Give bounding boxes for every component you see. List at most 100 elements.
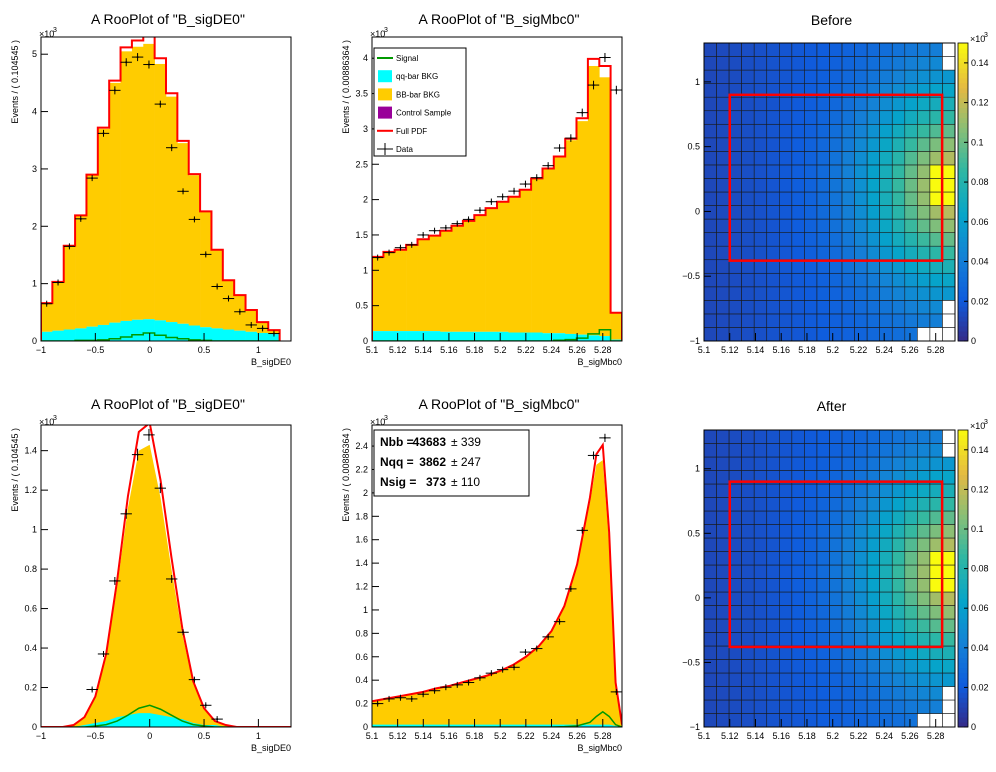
bb-bkg-bar xyxy=(451,225,464,332)
fit-stat-error: ± 110 xyxy=(451,475,480,489)
heatmap-cell xyxy=(891,632,906,647)
heatmap-cell xyxy=(766,686,780,701)
heatmap-cell xyxy=(753,191,768,206)
heatmap-cell xyxy=(891,618,906,633)
heatmap-cell xyxy=(942,470,956,485)
colorbar-band xyxy=(958,43,968,49)
heatmap-cell xyxy=(716,205,730,220)
heatmap-cell xyxy=(753,123,768,139)
heatmap-cell xyxy=(866,205,881,220)
data-point xyxy=(159,487,162,490)
heatmap-cell xyxy=(741,96,755,112)
heatmap-cell xyxy=(904,56,918,71)
heatmap-cell xyxy=(703,470,717,485)
heatmap-cell xyxy=(841,564,855,579)
heatmap-cell xyxy=(879,110,893,125)
heatmap-cell xyxy=(728,42,742,57)
heatmap-cell xyxy=(816,69,830,84)
x-tick-label: 5.24 xyxy=(875,731,893,741)
heatmap-cell xyxy=(942,191,956,206)
heatmap-cell xyxy=(703,429,717,444)
data-point xyxy=(422,693,425,696)
heatmap-cell xyxy=(917,56,931,71)
heatmap-cell xyxy=(904,69,918,84)
heatmap-cell xyxy=(929,205,943,220)
heatmap-cell xyxy=(716,164,730,179)
heatmap-cell xyxy=(804,632,818,647)
heatmap-cell xyxy=(716,497,730,512)
colorbar-band xyxy=(958,321,968,327)
heatmap-cell xyxy=(879,537,893,552)
x-tick-label: 5.16 xyxy=(772,345,790,355)
heatmap-cell xyxy=(804,245,818,261)
heatmap-cell xyxy=(929,178,943,193)
y-tick-label: 1 xyxy=(32,279,37,289)
plot-area xyxy=(41,425,291,727)
heatmap-cell xyxy=(816,191,830,206)
heatmap-cell xyxy=(816,551,830,566)
colorbar-band xyxy=(958,519,968,525)
heatmap-cell xyxy=(891,483,906,498)
heatmap-cell xyxy=(766,618,780,633)
heatmap-cell xyxy=(753,313,768,328)
bb-bkg-bar xyxy=(75,215,87,329)
heatmap-cell xyxy=(917,605,931,620)
heatmap-cell xyxy=(829,551,843,566)
heatmap-cell xyxy=(778,245,793,261)
heatmap-cell xyxy=(766,510,780,525)
heatmap-cell xyxy=(804,137,818,152)
heatmap-cell xyxy=(879,205,893,220)
heatmap-cell xyxy=(778,510,793,525)
heatmap-cell xyxy=(804,42,818,57)
heatmap-cell xyxy=(942,137,956,152)
data-point xyxy=(204,704,207,707)
y-tick-label: −0.5 xyxy=(682,657,700,667)
colorbar-band xyxy=(958,331,968,337)
heatmap-cell xyxy=(703,618,717,633)
heatmap-cell xyxy=(917,191,931,206)
colorbar-band xyxy=(958,226,968,233)
heatmap-cell xyxy=(904,110,918,125)
heatmap-cell xyxy=(891,713,906,728)
signal-region-box xyxy=(728,480,944,649)
fit-stat-value: 373 xyxy=(426,475,446,489)
heatmap-cell xyxy=(866,605,881,620)
bb-bkg-bar xyxy=(372,256,384,332)
heatmap-cell xyxy=(829,618,843,633)
heatmap-cell xyxy=(791,510,805,525)
qq-bkg-bar xyxy=(177,323,190,341)
colorbar-band xyxy=(958,568,968,575)
data-point xyxy=(592,84,595,87)
heatmap-cell xyxy=(791,686,805,701)
heatmap-cell xyxy=(904,659,918,674)
heatmap-cell xyxy=(804,537,818,552)
data-point xyxy=(68,245,71,248)
heatmap-cell xyxy=(791,551,805,566)
heatmap-cell xyxy=(741,123,755,139)
heatmap-cell xyxy=(829,232,843,247)
heatmap-cell xyxy=(917,96,931,112)
heatmap-cell xyxy=(791,327,805,342)
heatmap-cell xyxy=(728,272,742,288)
heatmap-cell xyxy=(741,605,755,620)
heatmap-cell xyxy=(841,96,855,112)
heatmap-cell xyxy=(854,286,868,301)
data-point xyxy=(433,229,436,232)
bb-bkg-bar xyxy=(406,244,418,332)
y-exponent-sup: 3 xyxy=(53,415,57,422)
heatmap-cell xyxy=(942,300,956,315)
y-tick-label: 2.5 xyxy=(355,159,368,169)
heatmap-cell xyxy=(753,578,768,593)
heatmap-cell xyxy=(766,578,780,593)
heatmap-cell xyxy=(778,272,793,288)
heatmap-cell xyxy=(766,659,780,674)
heatmap-cell xyxy=(753,42,768,57)
heatmap-cell xyxy=(929,123,943,139)
bb-bkg-bar xyxy=(154,63,167,321)
heatmap-cell xyxy=(879,672,893,687)
bb-bkg-bar xyxy=(222,280,235,330)
data-point xyxy=(513,666,516,669)
full-pdf-line xyxy=(41,37,281,341)
heatmap-cell xyxy=(917,245,931,261)
heatmap-cell xyxy=(829,686,843,701)
